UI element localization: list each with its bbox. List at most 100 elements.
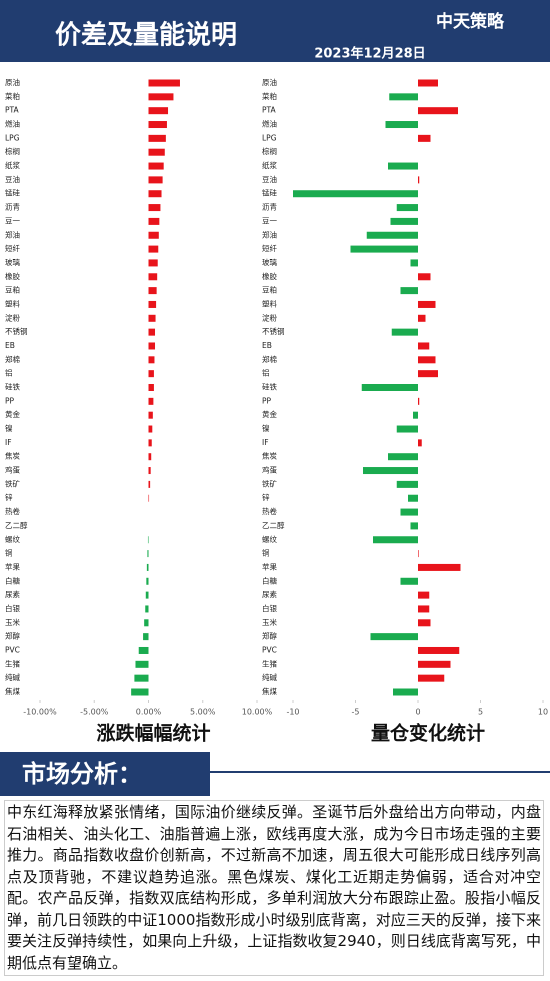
category-label: 短纤 [262, 243, 277, 253]
category-label: LPG [262, 133, 277, 142]
category-label: EB [262, 341, 272, 350]
bar [143, 633, 149, 641]
bar [148, 453, 152, 461]
bar [148, 273, 158, 281]
category-label: PVC [262, 645, 277, 654]
bar [388, 162, 418, 170]
bar [148, 384, 154, 391]
bar [418, 550, 419, 558]
category-label: 锌 [5, 492, 13, 502]
bar [418, 300, 436, 308]
category-label: IF [262, 438, 269, 447]
category-label: 白银 [262, 603, 277, 613]
category-label: 白糖 [5, 575, 20, 585]
category-label: 热卷 [262, 506, 277, 516]
bar [418, 397, 420, 405]
category-label: 锰硅 [262, 188, 277, 198]
x-tick-label: 10.00% [242, 708, 273, 717]
category-label: 玉米 [262, 617, 277, 627]
bar [418, 439, 422, 447]
category-label: 郑油 [5, 229, 20, 239]
category-label: 纯碱 [5, 672, 20, 682]
category-label: 郑醇 [262, 631, 277, 641]
bar [148, 148, 165, 156]
bar [361, 384, 418, 391]
bar [148, 314, 156, 322]
bar [148, 439, 152, 447]
bar [131, 688, 149, 696]
bar [148, 134, 166, 142]
bar [148, 245, 159, 253]
category-label: 郑棉 [5, 354, 20, 364]
header-date: 2023年12月28日 [314, 46, 425, 62]
bar [418, 674, 445, 682]
category-label: 郑醇 [5, 631, 20, 641]
bar [388, 453, 418, 461]
bar [396, 425, 418, 433]
chart-title: 量仓变化统计 [371, 722, 485, 745]
category-label: PTA [262, 106, 277, 115]
category-label: 白银 [5, 603, 20, 613]
bar [400, 508, 418, 516]
category-label: 豆油 [262, 174, 277, 184]
category-label: 黄金 [5, 409, 20, 419]
category-label: 螺纹 [5, 534, 20, 544]
bar [418, 314, 426, 322]
bar [134, 674, 149, 682]
category-label: 沥青 [5, 202, 20, 212]
bar [148, 121, 167, 129]
category-label: 不锈钢 [262, 326, 285, 336]
bar [418, 591, 430, 599]
bar [408, 494, 418, 502]
category-label: 镍 [5, 423, 13, 433]
x-tick-label: 10 [538, 708, 548, 717]
category-label: 焦煤 [262, 686, 277, 696]
category-label: 郑油 [262, 229, 277, 239]
analysis-text: 中东红海释放紧张情绪，国际油价继续反弹。圣诞节后外盘给出方向带动，内盘石油相关、… [4, 800, 544, 976]
bar [146, 563, 149, 571]
category-label: PP [5, 396, 15, 405]
bar [418, 356, 436, 364]
bar [370, 633, 418, 641]
header-title: 价差及量能说明 [55, 20, 237, 51]
bar [393, 688, 418, 696]
bar [418, 619, 431, 627]
bar [148, 342, 156, 350]
category-label: 棕榈 [262, 146, 277, 156]
bar [148, 370, 154, 378]
bar [148, 287, 157, 295]
category-label: 镍 [262, 423, 270, 433]
bar [418, 79, 438, 87]
category-label: 塑料 [5, 298, 20, 308]
section-title: 市场分析： [22, 760, 142, 788]
category-label: 鸡蛋 [262, 465, 277, 475]
x-tick-label: 5.00% [190, 708, 216, 717]
bar [148, 107, 169, 115]
category-label: 纸浆 [5, 160, 20, 170]
bar [148, 397, 154, 405]
bar [145, 605, 149, 613]
category-label: PP [262, 396, 272, 405]
bar [148, 411, 153, 419]
category-label: 纯碱 [262, 672, 277, 682]
category-label: 铝 [262, 368, 270, 378]
bar [148, 204, 161, 212]
category-label: 铁矿 [5, 478, 20, 488]
category-label: 玉米 [5, 617, 20, 627]
header-band [0, 0, 550, 62]
category-label: EB [5, 341, 15, 350]
category-label: 玻璃 [262, 257, 277, 267]
x-tick-label: 0.00% [136, 708, 162, 717]
bar [147, 536, 149, 544]
bar [418, 134, 431, 142]
bar [148, 425, 153, 433]
bar [148, 300, 157, 308]
category-label: 鸡蛋 [5, 465, 20, 475]
category-label: 塑料 [262, 298, 277, 308]
bar [148, 162, 164, 170]
bar [145, 591, 149, 599]
bar [418, 342, 430, 350]
category-label: 菜粕 [262, 91, 277, 101]
category-label: 菜粕 [5, 91, 20, 101]
bar [148, 176, 163, 184]
